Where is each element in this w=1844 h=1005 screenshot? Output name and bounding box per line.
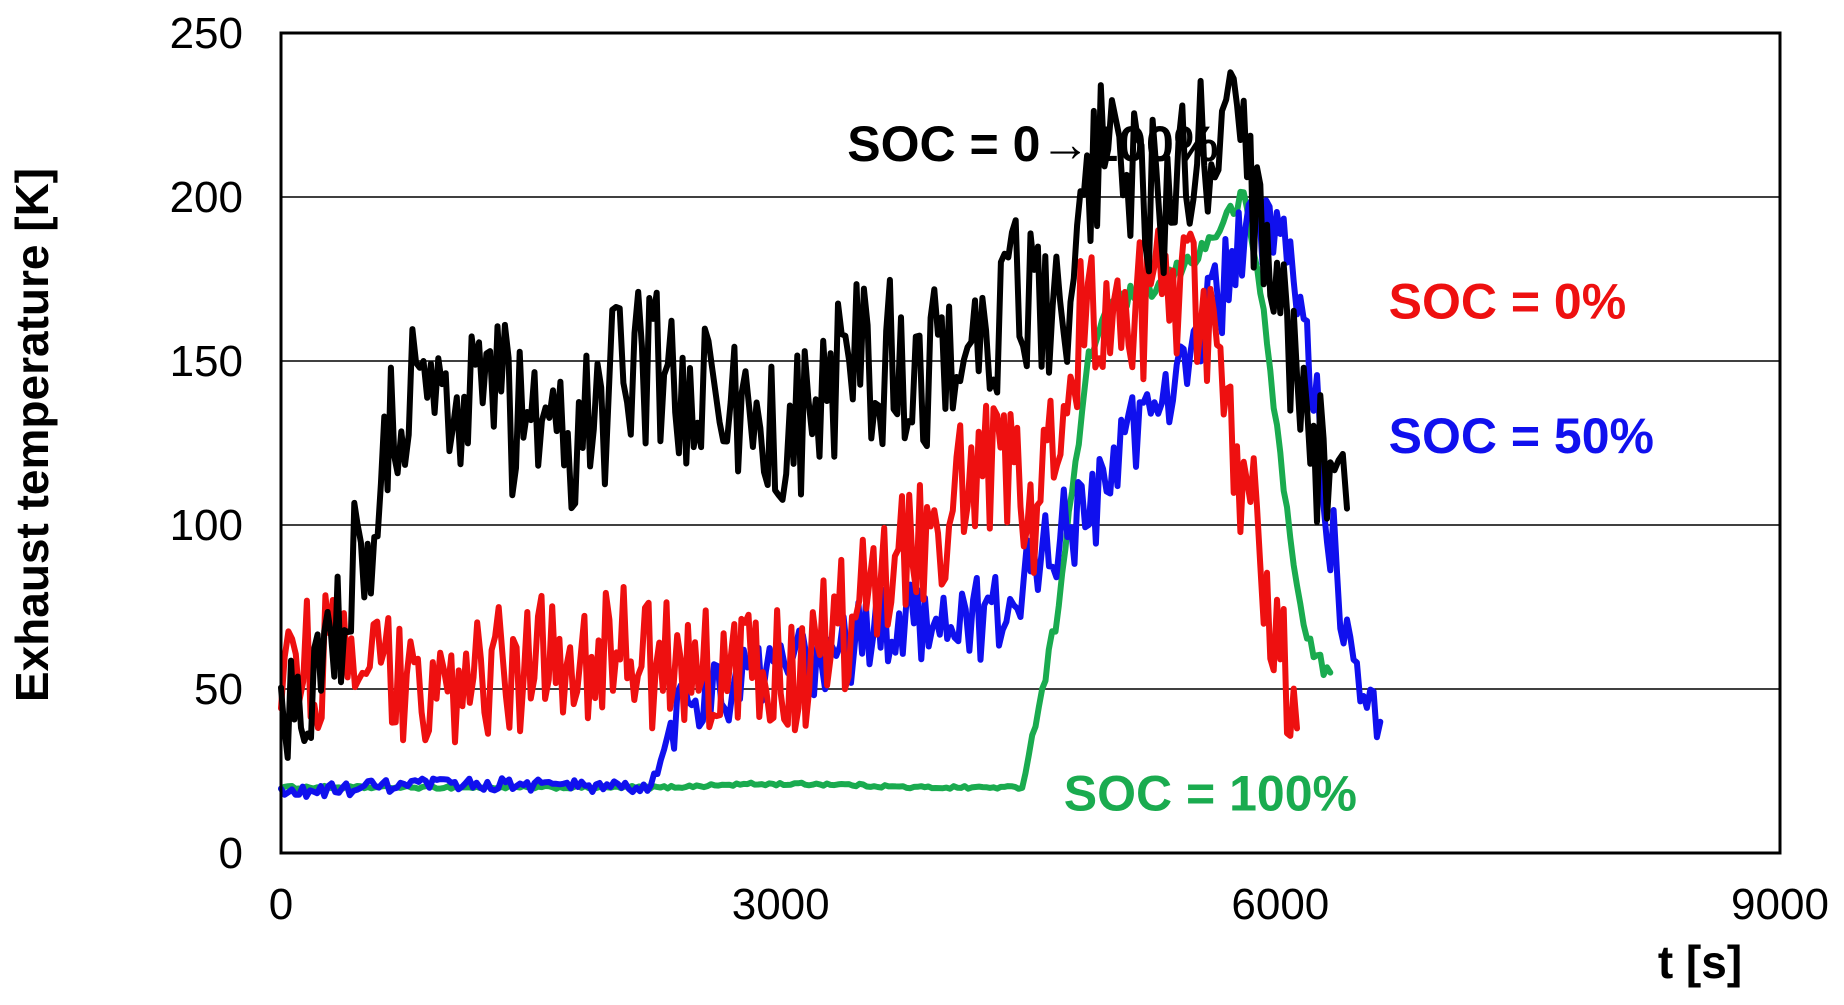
x-tick-label: 0 xyxy=(269,880,293,929)
y-tick-label: 0 xyxy=(219,829,243,878)
series-line-soc-0-100 xyxy=(278,69,1350,761)
series-lines xyxy=(278,69,1384,800)
series-line-soc-0 xyxy=(278,227,1300,746)
annotation-soc-0-100: SOC = 0→100% xyxy=(847,116,1218,172)
annotation-soc-50: SOC = 50% xyxy=(1389,408,1654,464)
series-line-soc-50 xyxy=(278,196,1384,800)
tick-labels: 0 50 100 150 200 250 0 3000 6000 9000 xyxy=(170,9,1829,929)
annotation-soc-100: SOC = 100% xyxy=(1064,765,1357,821)
x-tick-label: 9000 xyxy=(1731,880,1829,929)
series-annotations: SOC = 0→100% SOC = 0% SOC = 50% SOC = 100% xyxy=(847,116,1654,821)
y-tick-label: 50 xyxy=(194,665,243,714)
x-tick-label: 3000 xyxy=(732,880,830,929)
annotation-soc-0: SOC = 0% xyxy=(1389,273,1627,329)
y-tick-label: 150 xyxy=(170,337,243,386)
y-tick-label: 250 xyxy=(170,9,243,58)
plot-frame xyxy=(279,31,1782,855)
y-axis-title: Exhaust temperature [K] xyxy=(6,168,58,702)
x-axis-title: t [s] xyxy=(1658,936,1742,988)
x-tick-label: 6000 xyxy=(1231,880,1329,929)
y-tick-label: 100 xyxy=(170,501,243,550)
y-tick-label: 200 xyxy=(170,173,243,222)
grid-lines xyxy=(281,196,1780,690)
